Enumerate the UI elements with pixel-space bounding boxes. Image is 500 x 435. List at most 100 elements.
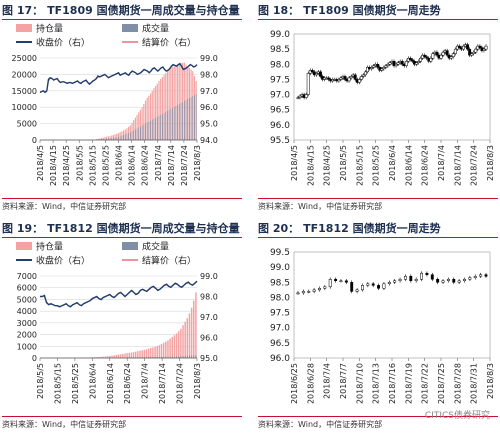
candle-body	[468, 48, 472, 56]
candle-body	[388, 62, 392, 65]
oi-bar	[162, 342, 165, 358]
volume-bar	[143, 357, 145, 358]
candle-body	[439, 54, 443, 59]
volume-bar	[175, 105, 177, 140]
volume-bar	[170, 108, 172, 140]
x-tick-label: 2018/8/3	[193, 363, 202, 399]
source-rule	[258, 198, 498, 199]
volume-bar	[193, 355, 195, 358]
x-tick-label: 2018/8/3	[486, 363, 495, 399]
candle-body	[410, 59, 414, 62]
oi-bar	[106, 356, 109, 358]
volume-bar	[185, 99, 187, 140]
oi-bar	[171, 336, 174, 358]
oi-bar	[141, 107, 143, 140]
volume-bar	[141, 125, 143, 140]
close-price-line	[39, 62, 198, 94]
x-tick-label: 2018/7/31	[470, 363, 479, 404]
candle-body	[484, 45, 488, 50]
legend-label: 结算价（右）	[142, 37, 196, 49]
oi-bar	[146, 98, 148, 140]
oi-bar	[160, 343, 163, 358]
volume-bar	[182, 101, 183, 140]
x-tick-label: 2018/6/24	[141, 145, 150, 186]
volume-bar	[161, 356, 162, 358]
candle-body	[478, 45, 482, 48]
oi-bar	[115, 354, 118, 358]
oi-bar	[117, 354, 120, 358]
volume-bar	[140, 126, 141, 140]
oi-bar	[147, 348, 150, 358]
candle-body	[353, 74, 357, 80]
oi-bar	[130, 352, 133, 358]
candle-body	[339, 280, 343, 283]
volume-bar	[155, 117, 156, 140]
x-tick-label: 2018/7/10	[355, 363, 364, 404]
x-tick-label: 2018/5/15	[355, 145, 364, 186]
candle-body	[425, 56, 429, 59]
volume-bar	[163, 112, 165, 140]
volume-bar	[189, 355, 190, 358]
candle-body	[359, 76, 363, 80]
candle-body	[408, 57, 412, 60]
candle-body	[462, 45, 465, 50]
candle-body	[318, 288, 321, 291]
y-left-tick-label: 0	[32, 354, 37, 363]
volume-bar	[102, 139, 104, 140]
candle-body	[446, 279, 450, 282]
oi-bar	[154, 346, 156, 358]
candle-body	[423, 54, 427, 57]
y-tick-label: 98.0	[270, 293, 290, 303]
volume-bar	[180, 102, 182, 140]
x-tick-label: 2018/7/25	[437, 363, 446, 404]
oi-bar	[119, 354, 122, 358]
oi-bar	[111, 355, 113, 358]
x-tick-label: 2018/5/15	[53, 363, 62, 404]
volume-bar	[129, 132, 131, 140]
candle-body	[306, 73, 310, 95]
oi-bar	[99, 138, 101, 140]
oi-bar	[150, 348, 152, 358]
volume-bar	[119, 136, 121, 140]
candle-body	[361, 285, 364, 291]
source-rule	[2, 198, 242, 199]
oi-bar	[121, 131, 123, 140]
oi-bar	[98, 356, 100, 358]
volume-bar	[162, 113, 163, 140]
candle-body	[310, 70, 314, 73]
candle-body	[409, 275, 413, 282]
candle-body	[361, 74, 365, 77]
candle-body	[419, 57, 423, 62]
y-left-tick-label: 6000	[17, 284, 37, 293]
title-rule	[258, 237, 498, 238]
candle-body	[304, 94, 308, 98]
candle-body	[377, 285, 381, 289]
close-price-line	[40, 280, 198, 308]
volume-bar	[180, 356, 182, 358]
candle-body	[370, 67, 374, 70]
x-tick-label: 2018/7/28	[453, 363, 462, 404]
x-tick-label: 2018/6/14	[106, 363, 115, 404]
candle-body	[449, 56, 453, 59]
volume-bar	[150, 120, 151, 140]
y-left-tick-label: 3000	[17, 319, 37, 328]
volume-bar	[165, 111, 167, 140]
legend-label: 成交量	[142, 241, 169, 253]
x-tick-label: 2018/7/14	[158, 363, 167, 404]
candle-body	[382, 283, 386, 289]
y-left-tick-label: 2000	[17, 331, 37, 340]
title-rule	[2, 19, 242, 20]
oi-bar	[137, 351, 139, 358]
oi-bar	[101, 138, 103, 140]
y-right-tick-label: 95.0	[200, 120, 218, 129]
oi-bar	[184, 321, 186, 358]
oi-bar	[128, 352, 131, 358]
candle-body	[425, 272, 429, 275]
candle-body	[384, 65, 388, 68]
volume-bar	[124, 134, 126, 140]
candle-body	[298, 95, 302, 98]
legend-label: 收盘价（右）	[36, 37, 90, 49]
oi-bar	[97, 138, 99, 140]
y-tick-label: 97.0	[270, 91, 290, 101]
